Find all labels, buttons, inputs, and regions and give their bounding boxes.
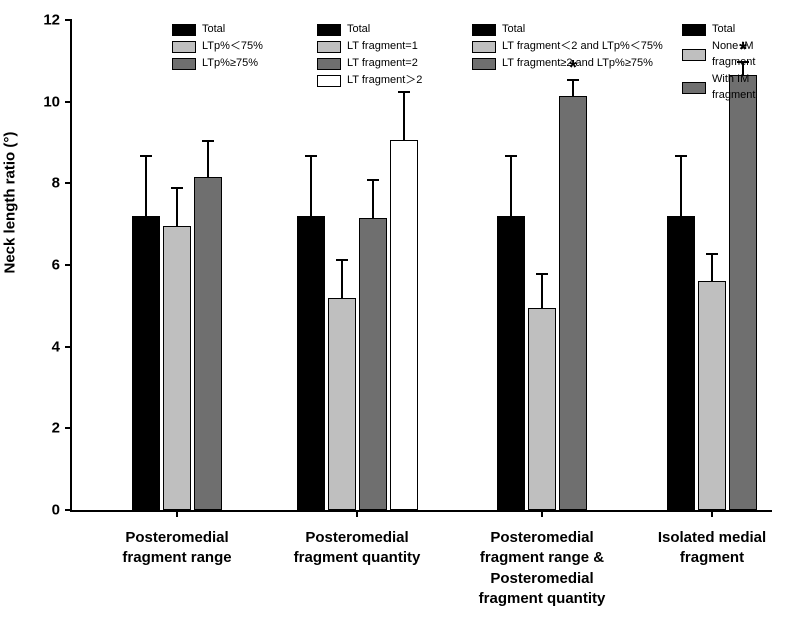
legend-item: LT fragment=1 <box>317 39 422 55</box>
legend-swatch <box>472 24 496 36</box>
error-bar <box>207 140 209 177</box>
legend-swatch <box>172 58 196 70</box>
x-tick-label: Posteromedialfragment range &Posteromedi… <box>457 510 627 609</box>
legend-item: LTp%≥75% <box>172 56 263 72</box>
legend-label: Total <box>347 22 370 38</box>
error-bar <box>572 79 574 95</box>
legend-item: LTp%＜75% <box>172 39 263 55</box>
legend-label: LTp%≥75% <box>202 56 258 72</box>
legend-swatch <box>317 41 341 53</box>
error-bar <box>403 91 405 140</box>
legend-swatch <box>472 41 496 53</box>
error-bar <box>145 155 147 216</box>
error-bar-cap <box>202 140 214 142</box>
x-tick-label: Posteromedialfragment range <box>92 510 262 569</box>
legend-item: Total <box>172 22 263 38</box>
bar <box>328 298 356 510</box>
legend-item: With IM fragment <box>682 72 772 104</box>
legend-swatch <box>317 24 341 36</box>
legend-swatch <box>172 41 196 53</box>
error-bar <box>541 273 543 308</box>
error-bar <box>711 253 713 282</box>
bar <box>698 281 726 510</box>
bar <box>194 177 222 510</box>
bar <box>163 226 191 510</box>
error-bar-cap <box>305 155 317 157</box>
error-bar-cap <box>140 155 152 157</box>
legend-label: LT fragment＞2 <box>347 73 422 89</box>
bar <box>297 216 325 510</box>
error-bar <box>510 155 512 216</box>
bar <box>667 216 695 510</box>
legend-label: LT fragment≥2 and LTp%≥75% <box>502 56 653 72</box>
error-bar <box>310 155 312 216</box>
legend-item: None IM fragment <box>682 39 772 71</box>
plot-area: 024681012Posteromedialfragment rangePost… <box>70 20 772 512</box>
legend-swatch <box>682 82 706 94</box>
legend-swatch <box>317 75 341 87</box>
bar <box>132 216 160 510</box>
legend-swatch <box>472 58 496 70</box>
error-bar-cap <box>398 91 410 93</box>
error-bar-cap <box>675 155 687 157</box>
x-tick-label: Posteromedialfragment quantity <box>272 510 442 569</box>
legend-item: Total <box>317 22 422 38</box>
legend: TotalLT fragment＜2 and LTp%＜75%LT fragme… <box>472 22 663 73</box>
legend-swatch <box>172 24 196 36</box>
y-tick-label: 6 <box>52 257 72 274</box>
y-tick-label: 10 <box>43 93 72 110</box>
error-bar <box>176 187 178 226</box>
error-bar <box>680 155 682 216</box>
y-tick-label: 2 <box>52 420 72 437</box>
bar <box>359 218 387 510</box>
bar <box>390 140 418 510</box>
legend: TotalLTp%＜75%LTp%≥75% <box>172 22 263 73</box>
chart-container: Neck length ratio (°) 024681012Posterome… <box>0 0 787 631</box>
legend-item: LT fragment≥2 and LTp%≥75% <box>472 56 663 72</box>
y-tick-label: 4 <box>52 338 72 355</box>
y-tick-label: 0 <box>52 502 72 519</box>
legend-label: LT fragment＜2 and LTp%＜75% <box>502 39 663 55</box>
legend-item: Total <box>682 22 772 38</box>
legend-label: With IM fragment <box>712 72 772 104</box>
legend-label: Total <box>712 22 735 38</box>
legend-swatch <box>317 58 341 70</box>
legend-swatch <box>682 24 706 36</box>
legend-item: LT fragment＞2 <box>317 73 422 89</box>
error-bar-cap <box>367 179 379 181</box>
error-bar-cap <box>171 187 183 189</box>
error-bar <box>372 179 374 218</box>
legend: TotalLT fragment=1LT fragment=2LT fragme… <box>317 22 422 90</box>
legend: TotalNone IM fragmentWith IM fragment <box>682 22 772 105</box>
error-bar-cap <box>706 253 718 255</box>
legend-label: None IM fragment <box>712 39 772 71</box>
legend-label: Total <box>202 22 225 38</box>
bar <box>729 75 757 510</box>
legend-swatch <box>682 49 706 61</box>
error-bar-cap <box>336 259 348 261</box>
error-bar <box>341 259 343 298</box>
error-bar-cap <box>505 155 517 157</box>
legend-label: LT fragment=2 <box>347 56 418 72</box>
y-tick-label: 12 <box>43 12 72 29</box>
legend-item: Total <box>472 22 663 38</box>
y-tick-label: 8 <box>52 175 72 192</box>
legend-label: LTp%＜75% <box>202 39 263 55</box>
legend-label: Total <box>502 22 525 38</box>
bar <box>559 96 587 510</box>
legend-item: LT fragment=2 <box>317 56 422 72</box>
bar <box>528 308 556 510</box>
legend-item: LT fragment＜2 and LTp%＜75% <box>472 39 663 55</box>
y-axis-label: Neck length ratio (°) <box>2 132 19 274</box>
x-tick-label: Isolated medialfragment <box>627 510 787 569</box>
legend-label: LT fragment=1 <box>347 39 418 55</box>
error-bar-cap <box>536 273 548 275</box>
bar <box>497 216 525 510</box>
